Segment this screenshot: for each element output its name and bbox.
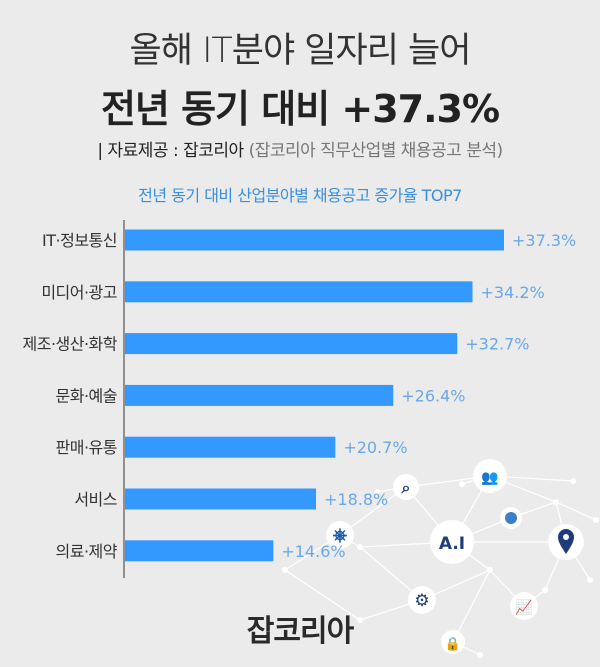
jobkorea-logo: 잡코리아 bbox=[246, 614, 354, 649]
network-node bbox=[374, 489, 380, 495]
category-label: 의료·제약 bbox=[56, 542, 118, 561]
data-label: +32.7% bbox=[465, 335, 529, 354]
search-icon: ⌕ bbox=[401, 478, 411, 497]
location-pin-icon bbox=[558, 529, 574, 554]
pin-hole bbox=[563, 534, 569, 540]
headline-highlight: 전년 동기 대비 +37.3% bbox=[100, 87, 500, 131]
bar bbox=[125, 281, 473, 303]
network-node bbox=[487, 567, 493, 573]
network-node bbox=[587, 577, 593, 583]
pie-chart-icon bbox=[505, 512, 517, 524]
data-label: +20.7% bbox=[343, 438, 407, 457]
category-label: IT·정보통신 bbox=[42, 231, 117, 250]
lock-icon: 🔒 bbox=[445, 637, 461, 652]
category-label: 서비스 bbox=[74, 490, 117, 509]
network-node bbox=[593, 517, 599, 523]
gear-icon: ⚙ bbox=[414, 591, 429, 611]
bar bbox=[125, 488, 317, 510]
network-node bbox=[357, 544, 363, 550]
network-node bbox=[357, 617, 363, 623]
bar bbox=[125, 333, 458, 355]
ai-badge-icon: A.I bbox=[439, 534, 465, 554]
icon-node bbox=[393, 474, 419, 500]
compass-icon: ⎈ bbox=[333, 525, 348, 546]
source-line: | 자료제공 : 잡코리아 (잡코리아 직무산업별 채용공고 분석) bbox=[0, 136, 600, 161]
data-label: +37.3% bbox=[512, 231, 576, 250]
bar bbox=[125, 229, 504, 251]
network-node bbox=[570, 478, 576, 484]
category-label: 미디어·광고 bbox=[41, 283, 117, 302]
category-label: 제조·생산·화학 bbox=[23, 335, 118, 354]
headline: 올해 IT분야 일자리 늘어 bbox=[129, 31, 472, 71]
source-label: | 자료제공 : 잡코리아 bbox=[97, 141, 244, 161]
network-node bbox=[542, 587, 548, 593]
category-label: 판매·유통 bbox=[56, 438, 117, 457]
icon-node bbox=[430, 520, 474, 564]
icon-node bbox=[441, 630, 465, 654]
icon-node bbox=[408, 586, 436, 614]
bar bbox=[125, 540, 274, 562]
network-edge bbox=[555, 501, 597, 521]
source-detail: (잡코리아 직무산업별 채용공고 분석) bbox=[248, 141, 504, 161]
network-node bbox=[553, 499, 559, 505]
network-node bbox=[282, 567, 288, 573]
network-node bbox=[459, 481, 465, 487]
icon-node bbox=[473, 459, 507, 493]
users-icon: 👥 bbox=[481, 470, 498, 486]
bar bbox=[125, 436, 336, 458]
data-label: +18.8% bbox=[324, 490, 388, 509]
data-label: +26.4% bbox=[401, 386, 465, 405]
chart-title: 전년 동기 대비 산업분야별 채용공고 증가율 TOP7 bbox=[138, 186, 462, 205]
growth-chart-icon: 📈 bbox=[515, 599, 532, 616]
icon-node bbox=[510, 592, 538, 620]
category-label: 문화·예술 bbox=[56, 386, 117, 405]
network-edge bbox=[452, 569, 491, 643]
network-node bbox=[477, 652, 483, 658]
data-label: +34.2% bbox=[481, 283, 545, 302]
data-label: +14.6% bbox=[281, 542, 345, 561]
network-edge bbox=[284, 569, 361, 621]
bar bbox=[125, 384, 394, 406]
icon-node bbox=[326, 521, 354, 549]
